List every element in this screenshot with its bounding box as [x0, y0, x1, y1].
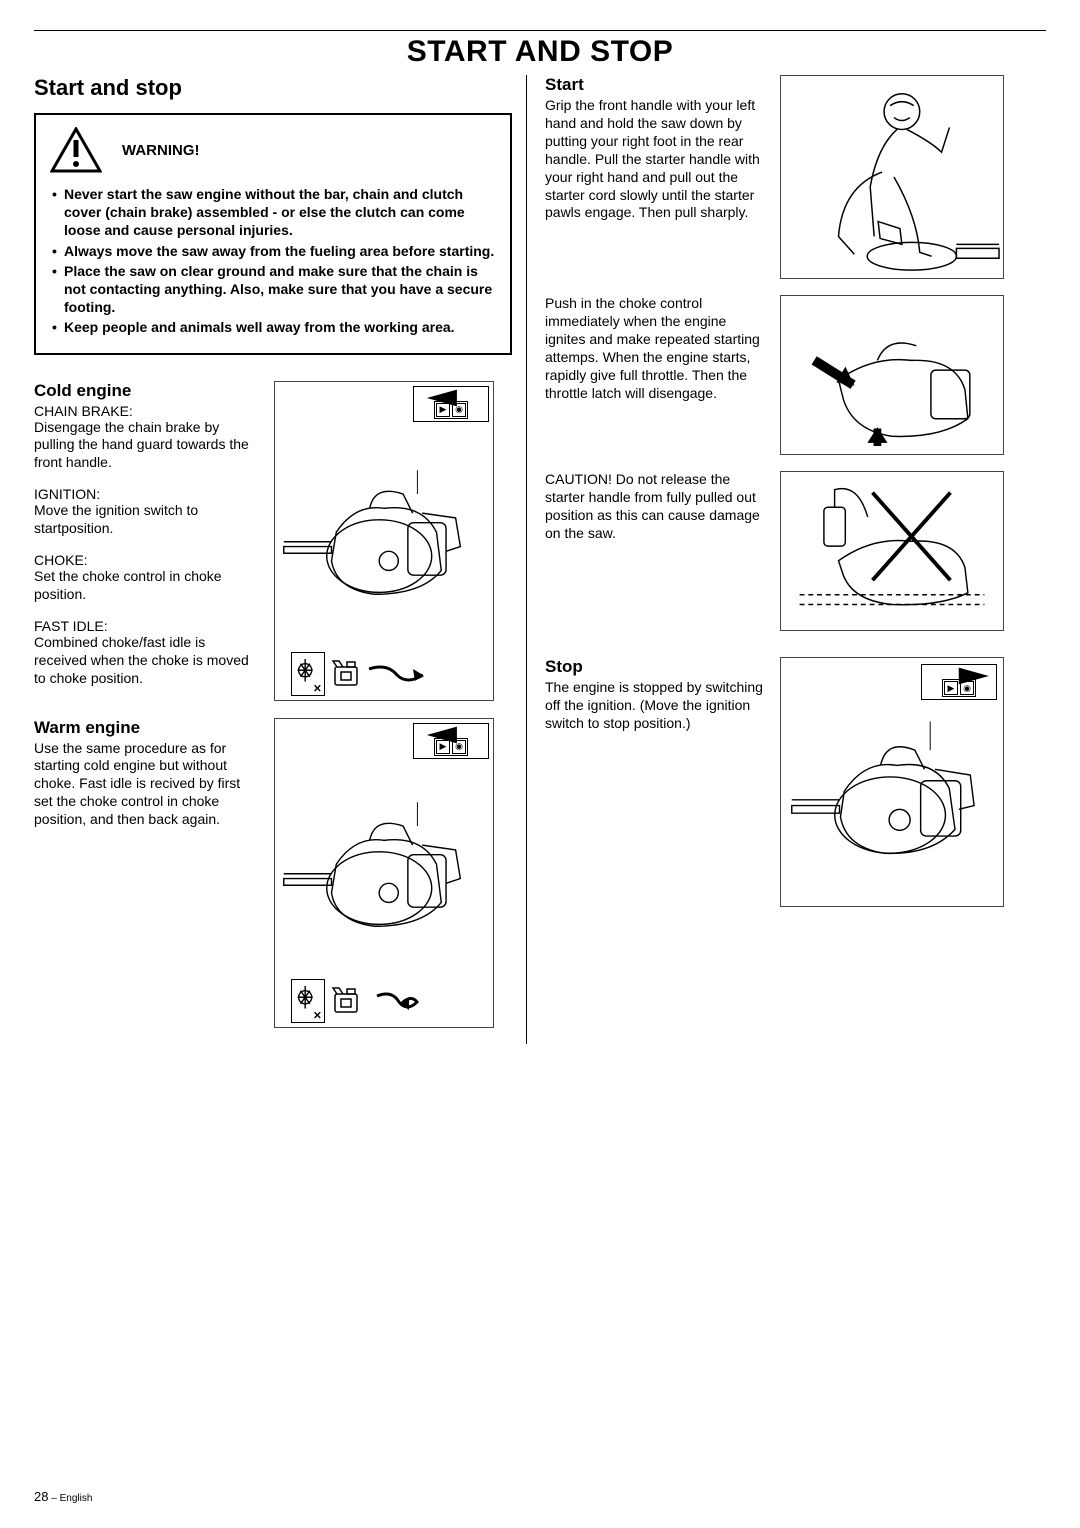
chain-brake-label: CHAIN BRAKE: — [34, 403, 260, 419]
choke-text: Set the choke control in choke position. — [34, 568, 260, 604]
cold-engine-heading: Cold engine — [34, 381, 260, 401]
control-icons-row — [291, 652, 489, 696]
page-language: – English — [48, 1493, 92, 1504]
start-heading: Start — [545, 75, 770, 95]
choke-push-figure — [780, 295, 1004, 455]
start-caution-block: CAUTION! Do not release the starter hand… — [545, 471, 770, 543]
stop-figure: ► ▶ ◉ — [780, 657, 1004, 907]
start-p2: Push in the choke control immediately wh… — [545, 295, 770, 402]
stop-heading: Stop — [545, 657, 770, 677]
start-row-1: Start Grip the front handle with your le… — [545, 75, 1046, 279]
person-chainsaw-icon — [783, 77, 1001, 277]
choke-icon — [291, 652, 325, 696]
warm-engine-heading: Warm engine — [34, 718, 260, 738]
right-column: Start Grip the front handle with your le… — [526, 75, 1046, 1044]
start-row-3: CAUTION! Do not release the starter hand… — [545, 471, 1046, 631]
arrow-left-icon: ◄ — [417, 720, 467, 748]
stop-text-block: Stop The engine is stopped by switching … — [545, 657, 770, 733]
stop-text: The engine is stopped by switching off t… — [545, 679, 770, 733]
warning-label: WARNING! — [122, 142, 200, 159]
chainsaw-diagram-icon — [279, 784, 489, 954]
stop-row: Stop The engine is stopped by switching … — [545, 657, 1046, 907]
cold-engine-text: Cold engine CHAIN BRAKE: Disengage the c… — [34, 381, 264, 702]
ignition-switch-diagram: ◄ ▶ ◉ — [413, 386, 489, 422]
start-p1: Grip the front handle with your left han… — [545, 97, 770, 222]
chainsaw-cross-icon — [785, 476, 999, 626]
control-icons-row — [291, 979, 489, 1023]
ignition-label: IGNITION: — [34, 486, 260, 502]
warning-item: Never start the saw engine without the b… — [50, 185, 496, 240]
warning-triangle-icon — [50, 127, 102, 173]
start-row-2: Push in the choke control immediately wh… — [545, 295, 1046, 455]
warm-engine-row: Warm engine Use the same procedure as fo… — [34, 718, 512, 1028]
warning-list: Never start the saw engine without the b… — [50, 185, 496, 337]
warning-item: Keep people and animals well away from t… — [50, 318, 496, 336]
left-column: Start and stop WARNING! Never start the … — [34, 75, 526, 1044]
ignition-switch-stop-diagram: ► ▶ ◉ — [921, 664, 997, 700]
do-not-release-figure — [780, 471, 1004, 631]
page-number: 28 — [34, 1489, 48, 1504]
start-text-block: Start Grip the front handle with your le… — [545, 75, 770, 222]
warning-header: WARNING! — [50, 127, 496, 173]
person-starting-saw-figure — [780, 75, 1004, 279]
cold-engine-row: Cold engine CHAIN BRAKE: Disengage the c… — [34, 381, 512, 702]
page-title: START AND STOP — [34, 35, 1046, 69]
fast-idle-label: FAST IDLE: — [34, 618, 260, 634]
start-caution: CAUTION! Do not release the starter hand… — [545, 471, 770, 543]
curved-arrow-return-icon — [367, 988, 427, 1014]
warning-box: WARNING! Never start the saw engine with… — [34, 113, 512, 355]
curved-arrow-icon — [367, 661, 427, 687]
ignition-switch-diagram: ◄ ▶ ◉ — [413, 723, 489, 759]
warm-engine-figure: ◄ ▶ ◉ — [274, 718, 494, 1028]
ignition-text: Move the ignition switch to startpositio… — [34, 502, 260, 538]
fuel-can-icon — [329, 986, 363, 1016]
fast-idle-text: Combined choke/fast idle is received whe… — [34, 634, 260, 688]
chainsaw-choke-arrow-icon — [785, 300, 999, 450]
warning-item: Place the saw on clear ground and make s… — [50, 262, 496, 317]
arrow-left-icon: ◄ — [417, 383, 467, 411]
chainsaw-diagram-icon — [787, 706, 997, 886]
fuel-can-icon — [329, 659, 363, 689]
chain-brake-text: Disengage the chain brake by pulling the… — [34, 419, 260, 473]
start-p2-block: Push in the choke control immediately wh… — [545, 295, 770, 402]
arrow-right-icon: ► — [949, 661, 999, 689]
chainsaw-diagram-icon — [279, 452, 489, 622]
warning-item: Always move the saw away from the fuelin… — [50, 242, 496, 260]
choke-icon — [291, 979, 325, 1023]
warm-engine-body: Use the same procedure as for starting c… — [34, 740, 260, 830]
document-page: START AND STOP Start and stop WARNING! N… — [34, 30, 1046, 1044]
choke-label: CHOKE: — [34, 552, 260, 568]
warm-engine-text: Warm engine Use the same procedure as fo… — [34, 718, 264, 830]
page-footer: 28 – English — [34, 1489, 92, 1504]
two-column-layout: Start and stop WARNING! Never start the … — [34, 75, 1046, 1044]
cold-engine-figure: ◄ ▶ ◉ — [274, 381, 494, 701]
section-heading-start-stop: Start and stop — [34, 75, 512, 101]
